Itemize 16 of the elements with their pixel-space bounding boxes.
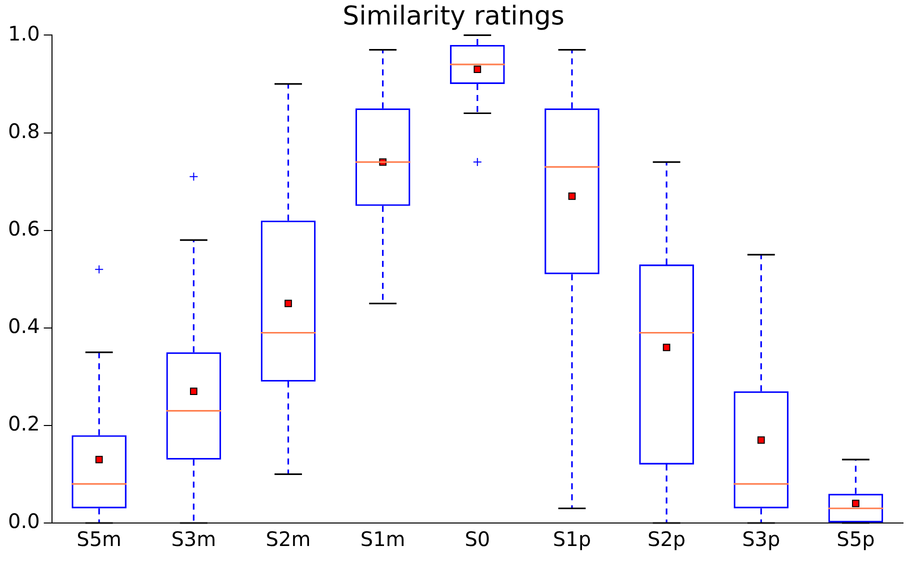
y-tick-label: 0.0 [8,509,40,534]
x-tick-label: S2m [266,527,311,552]
x-tick-label: S5m [76,527,122,552]
y-tick-label: 0.8 [8,118,40,143]
chart-title: Similarity ratings [342,1,564,32]
x-tick-label: S3m [171,527,216,552]
x-tick-label: S5p [836,527,875,552]
x-tick-label: S1p [552,527,592,552]
x-tick-label: S2p [647,527,686,552]
y-tick-label: 0.6 [8,216,40,241]
y-tick-label: 0.2 [8,412,40,436]
x-tick-label: S0 [464,527,490,552]
x-tick-label: S1m [360,527,406,552]
y-tick-label: 1.0 [8,21,40,46]
x-tick-label: S3p [742,527,780,552]
y-tick-label: 0.4 [8,314,40,338]
